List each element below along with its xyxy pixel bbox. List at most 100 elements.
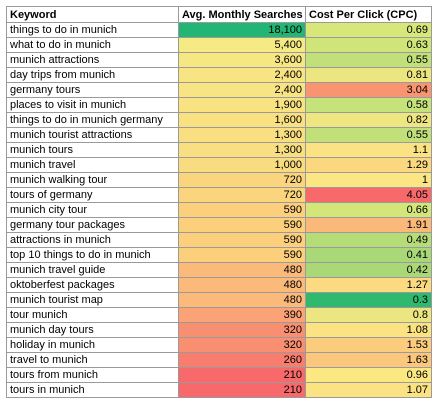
cpc-cell: 1.53 <box>305 337 432 353</box>
cpc-cell: 3.04 <box>305 82 432 98</box>
table-row: attractions in munich 590 0.49 <box>6 232 432 248</box>
searches-cell: 2,400 <box>178 67 306 83</box>
keyword-cell: things to do in munich germany <box>6 112 179 128</box>
searches-cell: 1,900 <box>178 97 306 113</box>
table-row: germany tour packages 590 1.91 <box>6 217 432 233</box>
cpc-cell: 0.3 <box>305 292 432 308</box>
searches-cell: 590 <box>178 232 306 248</box>
searches-cell: 210 <box>178 382 306 398</box>
table-row: things to do in munich 18,100 0.69 <box>6 22 432 38</box>
table-row: munich day tours 320 1.08 <box>6 322 432 338</box>
cpc-cell: 0.69 <box>305 22 432 38</box>
keyword-cell: attractions in munich <box>6 232 179 248</box>
searches-cell: 590 <box>178 202 306 218</box>
searches-cell: 480 <box>178 262 306 278</box>
table-row: holiday in munich 320 1.53 <box>6 337 432 353</box>
cpc-cell: 0.66 <box>305 202 432 218</box>
keyword-cell: munich travel <box>6 157 179 173</box>
cpc-cell: 1.29 <box>305 157 432 173</box>
keyword-cell: tours from munich <box>6 367 179 383</box>
table-row: munich tourist attractions 1,300 0.55 <box>6 127 432 143</box>
header-row: Keyword Avg. Monthly Searches Cost Per C… <box>6 6 432 23</box>
keyword-cell: holiday in munich <box>6 337 179 353</box>
keyword-cell: tours in munich <box>6 382 179 398</box>
table-row: munich attractions 3,600 0.55 <box>6 52 432 68</box>
keyword-cell: munich attractions <box>6 52 179 68</box>
table-row: tour munich 390 0.8 <box>6 307 432 323</box>
table-row: places to visit in munich 1,900 0.58 <box>6 97 432 113</box>
cpc-cell: 0.8 <box>305 307 432 323</box>
keyword-cell: munich tours <box>6 142 179 158</box>
cpc-cell: 0.82 <box>305 112 432 128</box>
cpc-cell: 0.49 <box>305 232 432 248</box>
searches-cell: 590 <box>178 247 306 263</box>
searches-cell: 18,100 <box>178 22 306 38</box>
cpc-cell: 1.08 <box>305 322 432 338</box>
table-row: day trips from munich 2,400 0.81 <box>6 67 432 83</box>
searches-cell: 210 <box>178 367 306 383</box>
keyword-cell: germany tour packages <box>6 217 179 233</box>
keyword-cell: top 10 things to do in munich <box>6 247 179 263</box>
searches-cell: 480 <box>178 277 306 293</box>
keyword-cell: what to do in munich <box>6 37 179 53</box>
cpc-cell: 1.91 <box>305 217 432 233</box>
searches-cell: 3,600 <box>178 52 306 68</box>
table-row: things to do in munich germany 1,600 0.82 <box>6 112 432 128</box>
table-row: munich tours 1,300 1.1 <box>6 142 432 158</box>
searches-cell: 320 <box>178 337 306 353</box>
searches-cell: 480 <box>178 292 306 308</box>
cpc-cell: 0.55 <box>305 52 432 68</box>
searches-cell: 1,300 <box>178 142 306 158</box>
table-row: germany tours 2,400 3.04 <box>6 82 432 98</box>
cpc-cell: 0.63 <box>305 37 432 53</box>
table-row: what to do in munich 5,400 0.63 <box>6 37 432 53</box>
keyword-cell: germany tours <box>6 82 179 98</box>
keyword-cell: travel to munich <box>6 352 179 368</box>
searches-cell: 720 <box>178 172 306 188</box>
header-avg-monthly-searches: Avg. Monthly Searches <box>178 6 306 23</box>
keyword-table-container: Keyword Avg. Monthly Searches Cost Per C… <box>6 6 432 398</box>
keyword-cell: munich walking tour <box>6 172 179 188</box>
cpc-cell: 1.63 <box>305 352 432 368</box>
keyword-cell: oktoberfest packages <box>6 277 179 293</box>
cpc-cell: 1.07 <box>305 382 432 398</box>
keyword-cell: munich travel guide <box>6 262 179 278</box>
table-row: munich tourist map 480 0.3 <box>6 292 432 308</box>
cpc-cell: 0.96 <box>305 367 432 383</box>
searches-cell: 1,000 <box>178 157 306 173</box>
keyword-table: Keyword Avg. Monthly Searches Cost Per C… <box>6 6 432 398</box>
keyword-cell: munich tourist map <box>6 292 179 308</box>
cpc-cell: 0.58 <box>305 97 432 113</box>
searches-cell: 720 <box>178 187 306 203</box>
table-row: tours from munich 210 0.96 <box>6 367 432 383</box>
cpc-cell: 1 <box>305 172 432 188</box>
cpc-cell: 0.55 <box>305 127 432 143</box>
table-row: top 10 things to do in munich 590 0.41 <box>6 247 432 263</box>
keyword-cell: things to do in munich <box>6 22 179 38</box>
cpc-cell: 0.41 <box>305 247 432 263</box>
keyword-cell: tour munich <box>6 307 179 323</box>
keyword-cell: munich city tour <box>6 202 179 218</box>
keyword-cell: places to visit in munich <box>6 97 179 113</box>
header-keyword: Keyword <box>6 6 179 23</box>
searches-cell: 2,400 <box>178 82 306 98</box>
searches-cell: 1,300 <box>178 127 306 143</box>
cpc-cell: 0.81 <box>305 67 432 83</box>
searches-cell: 390 <box>178 307 306 323</box>
searches-cell: 1,600 <box>178 112 306 128</box>
searches-cell: 320 <box>178 322 306 338</box>
cpc-cell: 0.42 <box>305 262 432 278</box>
searches-cell: 5,400 <box>178 37 306 53</box>
keyword-cell: day trips from munich <box>6 67 179 83</box>
cpc-cell: 1.1 <box>305 142 432 158</box>
cpc-cell: 4.05 <box>305 187 432 203</box>
table-row: munich travel guide 480 0.42 <box>6 262 432 278</box>
searches-cell: 260 <box>178 352 306 368</box>
keyword-cell: tours of germany <box>6 187 179 203</box>
table-row: munich walking tour 720 1 <box>6 172 432 188</box>
table-row: oktoberfest packages 480 1.27 <box>6 277 432 293</box>
header-cost-per-click: Cost Per Click (CPC) <box>305 6 432 23</box>
table-row: munich travel 1,000 1.29 <box>6 157 432 173</box>
keyword-cell: munich day tours <box>6 322 179 338</box>
cpc-cell: 1.27 <box>305 277 432 293</box>
